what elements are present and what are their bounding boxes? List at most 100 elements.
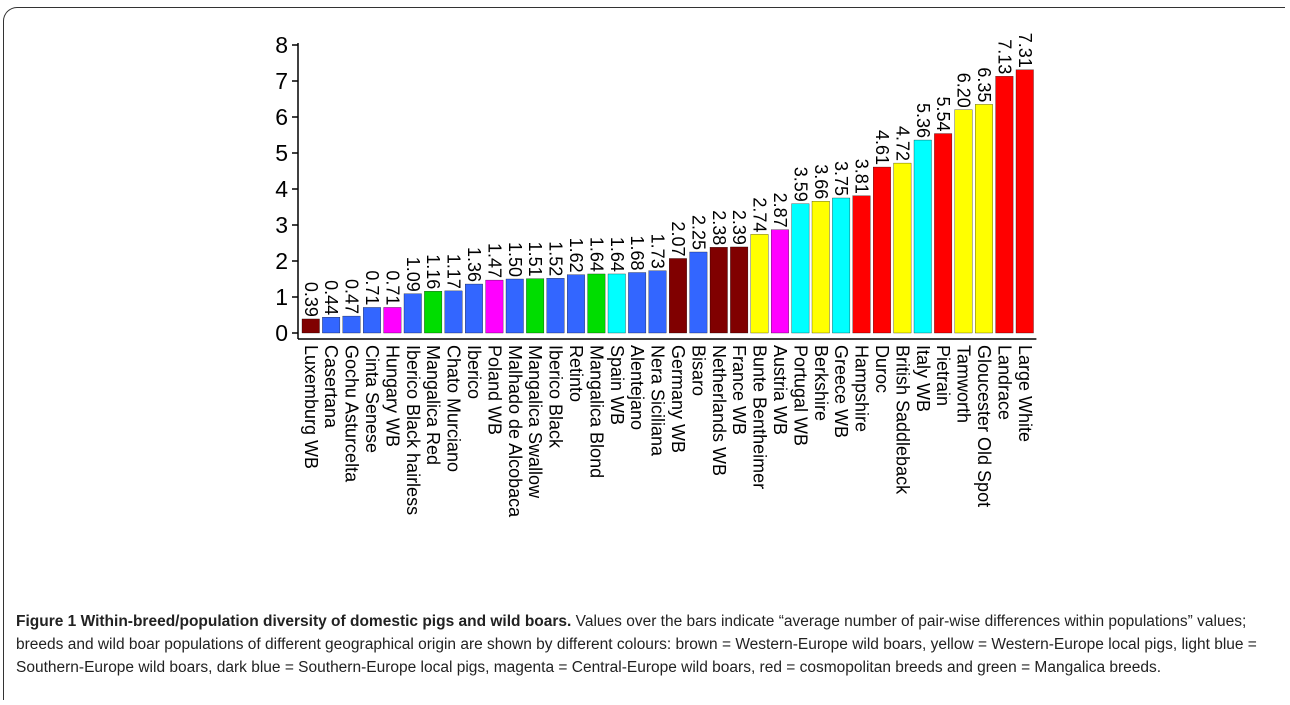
- figure-caption: Figure 1 Within-breed/population diversi…: [16, 610, 1274, 679]
- category-label: Berkshire: [811, 345, 831, 421]
- bar: [771, 229, 789, 334]
- bar-value-label: 2.38: [709, 210, 729, 245]
- bar: [485, 279, 504, 334]
- category-label: Bisaro: [688, 345, 708, 396]
- y-tick-label: 3: [275, 212, 288, 238]
- category-label: Duroc: [872, 345, 892, 393]
- bar-value-label: 0.71: [362, 270, 382, 305]
- bar-value-label: 1.52: [546, 241, 566, 276]
- bar-value-label: 1.64: [586, 237, 606, 272]
- bar: [954, 109, 973, 334]
- bar: [363, 307, 381, 334]
- bar: [730, 246, 749, 334]
- category-label: British Saddleback: [892, 345, 912, 495]
- bar-value-label: 1.50: [505, 242, 525, 277]
- bar: [465, 283, 483, 334]
- category-label: Nera Siciliana: [648, 345, 668, 457]
- y-tick-label: 5: [275, 140, 288, 166]
- bar: [383, 307, 402, 334]
- category-label: Casertana: [321, 345, 341, 429]
- category-label: Retinto: [566, 345, 586, 402]
- bar-value-label: 1.51: [525, 242, 545, 277]
- bar-value-label: 6.20: [954, 73, 974, 108]
- bar-value-label: 3.59: [790, 167, 810, 202]
- category-label: Iberico Black: [546, 345, 566, 449]
- category-label: Portugal WB: [790, 345, 810, 446]
- bar-value-label: 1.62: [566, 238, 586, 273]
- y-tick-label: 7: [275, 68, 288, 94]
- bar: [526, 278, 545, 334]
- category-label: Pietrain: [933, 345, 953, 406]
- bar-value-label: 1.73: [648, 234, 668, 269]
- bar-value-label: 1.09: [403, 257, 423, 292]
- category-label: Malhado de Alcobaca: [505, 345, 525, 518]
- bar: [709, 247, 728, 334]
- y-tick-label: 1: [275, 284, 288, 310]
- y-tick-label: 0: [275, 320, 288, 346]
- bar: [587, 273, 606, 334]
- bar-value-label: 6.35: [974, 67, 994, 102]
- category-label: Gloucester Old Spot: [974, 345, 994, 507]
- bar-value-label: 2.25: [688, 215, 708, 250]
- category-label: Landrace: [994, 345, 1014, 420]
- bar-value-label: 3.66: [811, 164, 831, 199]
- caption-lead: Figure 1 Within-breed/population diversi…: [16, 613, 572, 630]
- category-label: Hungary WB: [382, 345, 402, 447]
- category-label: Greece WB: [831, 345, 851, 438]
- category-label: Germany WB: [668, 345, 688, 453]
- bar: [893, 162, 912, 334]
- bar-value-label: 1.17: [444, 254, 464, 289]
- bar-value-label: 1.16: [423, 254, 443, 289]
- bar: [505, 278, 524, 334]
- bar: [628, 272, 647, 334]
- bar: [873, 166, 891, 334]
- bar-value-label: 4.61: [872, 130, 892, 165]
- bar-value-label: 7.31: [1015, 33, 1035, 68]
- bar: [301, 318, 320, 334]
- bar: [852, 195, 871, 334]
- bar: [424, 291, 443, 334]
- bar: [832, 197, 851, 334]
- bar-value-label: 2.07: [668, 221, 688, 256]
- bar: [1015, 69, 1034, 334]
- bar-value-label: 1.64: [607, 237, 627, 272]
- bar: [975, 104, 993, 334]
- category-label: Mangalica Swallow: [525, 345, 545, 499]
- y-tick-label: 4: [275, 176, 288, 202]
- bar: [913, 139, 932, 334]
- category-label: Netherlands WB: [709, 345, 729, 476]
- bar-value-label: 0.39: [301, 282, 321, 317]
- bar: [811, 201, 830, 334]
- bar: [322, 317, 341, 334]
- bar: [934, 133, 953, 334]
- bar: [995, 76, 1014, 334]
- bar: [750, 234, 769, 334]
- bar-value-label: 1.36: [464, 247, 484, 282]
- category-label: Austria WB: [770, 345, 790, 435]
- bar-value-label: 3.75: [831, 161, 851, 196]
- bar: [669, 258, 687, 334]
- category-label: Chato Murciano: [444, 345, 464, 472]
- category-label: Large White: [1015, 345, 1035, 442]
- category-label: Iberico Black hairless: [403, 345, 423, 515]
- bar-value-label: 0.47: [342, 279, 362, 314]
- bar-value-label: 1.47: [484, 243, 504, 278]
- bar-value-label: 0.71: [382, 270, 402, 305]
- bar: [342, 315, 361, 334]
- bar-value-label: 5.54: [933, 97, 953, 132]
- category-label: Italy WB: [913, 345, 933, 412]
- category-label: France WB: [729, 345, 749, 435]
- category-label: Luxemburg WB: [301, 345, 321, 469]
- category-label: Alentejano: [627, 345, 647, 430]
- bar: [567, 274, 585, 334]
- bar-value-label: 2.39: [729, 210, 749, 245]
- category-label: Tamworth: [954, 345, 974, 423]
- bar-value-label: 3.81: [852, 159, 872, 194]
- bar-value-label: 7.13: [994, 39, 1014, 74]
- bar: [648, 270, 667, 334]
- figure-frame: [3, 7, 1285, 700]
- category-label: Cinta Senese: [362, 345, 382, 453]
- bar-chart: 0 1 2 3 4 5 6 7 8 0.39 Luxemburg WB 0.44 Casertana 0.…: [275, 32, 1037, 518]
- bar: [689, 251, 708, 334]
- category-label: Mangalica Red: [423, 345, 443, 465]
